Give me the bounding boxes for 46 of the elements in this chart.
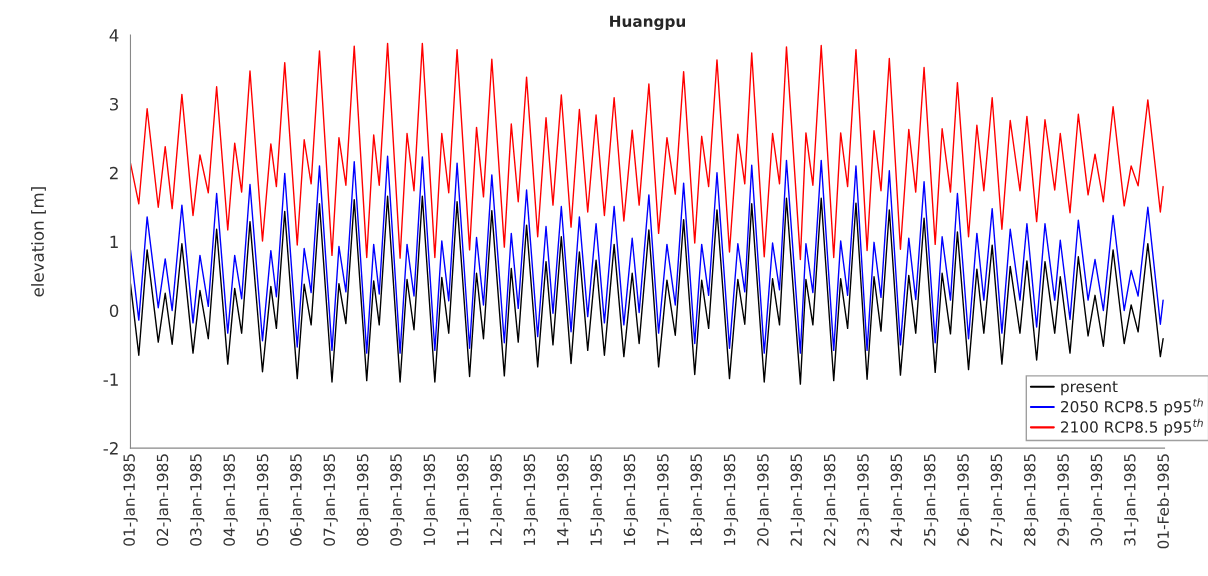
- x-tick-label: 17-Jan-1985: [657, 454, 672, 546]
- x-tick-label: 25-Jan-1985: [923, 454, 939, 546]
- x-tick-label: 21-Jan-1985: [790, 454, 805, 546]
- x-tick-label: 30-Jan-1985: [1090, 454, 1106, 546]
- x-tick-label: 27-Jan-1985: [990, 454, 1005, 546]
- x-tick-label: 15-Jan-1985: [590, 454, 605, 546]
- y-tick-label: 4: [109, 29, 119, 42]
- legend-label: 2100 RCP8.5 p95$^{th}$: [1061, 418, 1203, 436]
- x-tick-label: 28-Jan-1985: [1023, 454, 1039, 546]
- x-tick-label: 04-Jan-1985: [223, 454, 238, 546]
- x-tick-label: 18-Jan-1985: [690, 454, 705, 546]
- x-tick-label: 31-Jan-1985: [1124, 454, 1139, 546]
- x-tick-label: 12-Jan-1985: [490, 454, 505, 546]
- line-series: [130, 42, 1164, 261]
- y-tick-label: 2: [109, 166, 118, 180]
- x-tick-label: 13-Jan-1985: [523, 454, 539, 546]
- x-tick-label: 02-Jan-1985: [156, 454, 172, 546]
- y-axis-title: elevation [m]: [31, 187, 46, 297]
- x-tick-label: 03-Jan-1985: [190, 454, 205, 546]
- x-tick-label: 07-Jan-1985: [323, 454, 338, 546]
- x-tick-label: 01-Feb-1985: [1157, 454, 1169, 549]
- x-tick-label: 05-Jan-1985: [256, 454, 272, 546]
- x-tick-label: 10-Jan-1985: [423, 454, 438, 546]
- x-tick-label: 22-Jan-1985: [823, 454, 839, 546]
- chart-title: Huangpu: [610, 15, 686, 31]
- x-tick-label: 09-Jan-1985: [390, 454, 405, 546]
- x-tick-label: 06-Jan-1985: [290, 454, 305, 546]
- x-tick-label: 23-Jan-1985: [857, 454, 872, 546]
- legend-label: 2050 RCP8.5 p95$^{th}$: [1061, 398, 1203, 416]
- x-tick-label: 29-Jan-1985: [1057, 454, 1072, 546]
- x-tick-label: 11-Jan-1985: [456, 454, 472, 546]
- y-tick-label: -2: [103, 442, 118, 455]
- x-tick-label: 19-Jan-1985: [723, 454, 739, 546]
- y-tick-label: 3: [110, 97, 119, 111]
- x-tick-label: 01-Jan-1985: [123, 454, 138, 546]
- x-tick-label: 26-Jan-1985: [957, 454, 972, 546]
- x-tick-label: 24-Jan-1985: [890, 454, 905, 546]
- y-tick-label: -1: [103, 373, 118, 386]
- y-tick-label: 0: [109, 304, 119, 318]
- x-tick-label: 14-Jan-1985: [556, 454, 572, 546]
- x-tick-label: 08-Jan-1985: [356, 454, 372, 546]
- legend-label: present: [1061, 381, 1118, 396]
- line-series: [130, 155, 1164, 354]
- x-tick-label: 16-Jan-1985: [623, 454, 639, 546]
- y-tick-label: 1: [110, 235, 118, 248]
- x-tick-label: 20-Jan-1985: [757, 454, 772, 546]
